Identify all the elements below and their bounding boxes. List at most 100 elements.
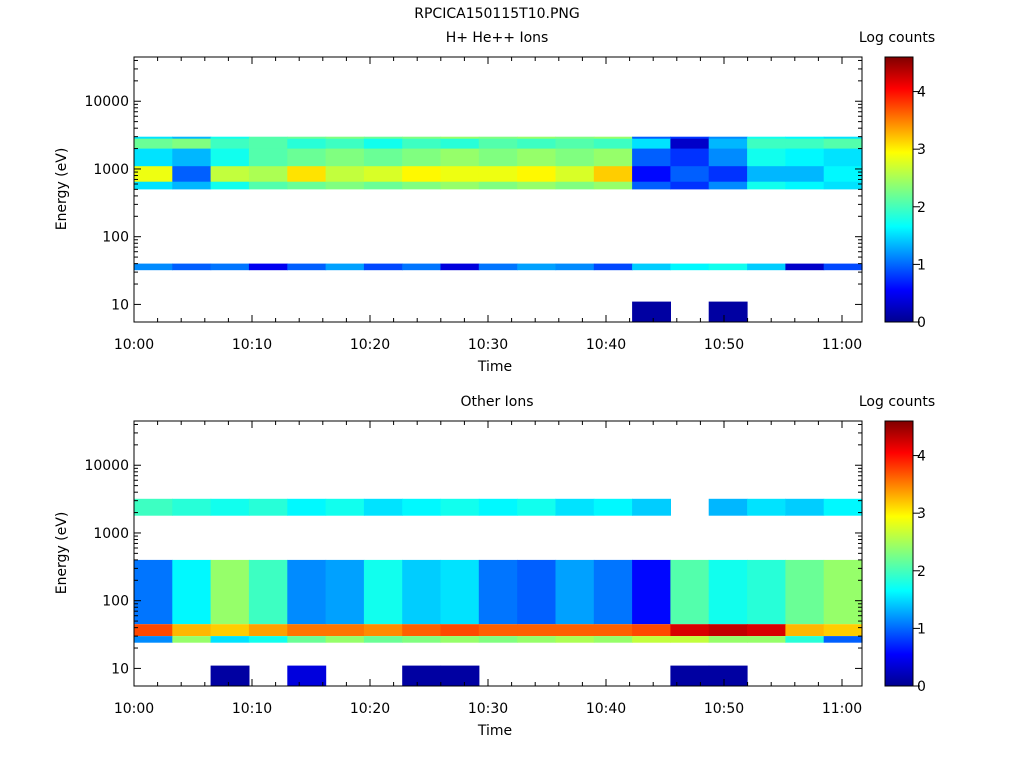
heatmap-cell (517, 138, 557, 149)
heatmap-cell (325, 624, 365, 637)
heatmap-cell (172, 166, 212, 182)
heatmap-cell (632, 138, 671, 149)
heatmap-cell (785, 138, 825, 149)
heatmap-cell (210, 636, 250, 643)
heatmap-cell (708, 263, 748, 271)
heatmap-cell (248, 138, 288, 149)
x-tick-label: 10:10 (232, 337, 272, 353)
heatmap-cell (708, 166, 748, 182)
heatmap-cell (670, 559, 710, 625)
x-tick-label: 11:00 (822, 701, 862, 717)
p1-colorbar-label: Log counts (859, 394, 935, 410)
heatmap-cell (632, 263, 671, 271)
heatmap-cell (440, 559, 480, 625)
heatmap-cell (823, 263, 863, 271)
heatmap-cell (632, 624, 671, 637)
heatmap-cell (478, 263, 518, 271)
heatmap-cell (172, 498, 212, 516)
heatmap-cell (402, 624, 442, 637)
heatmap-cell (402, 263, 442, 271)
heatmap-cell (593, 559, 633, 625)
heatmap-cell (402, 138, 442, 149)
p1-plot-frame (133, 420, 863, 687)
heatmap-cell (248, 559, 288, 625)
heatmap-cell (325, 138, 365, 149)
heatmap-cell (134, 138, 173, 149)
heatmap-cell (440, 636, 480, 643)
heatmap-cell (747, 166, 786, 182)
heatmap-cell (517, 166, 557, 182)
heatmap-cell (134, 263, 173, 271)
colorbar-tick-label: 4 (917, 85, 926, 101)
heatmap-cell (325, 498, 365, 516)
heatmap-cell (785, 636, 825, 643)
heatmap-cell (747, 624, 786, 637)
heatmap-cell (402, 636, 442, 643)
heatmap-cell (134, 498, 173, 516)
p1-title: Other Ions (460, 394, 533, 410)
heatmap-cell (363, 498, 403, 516)
colorbar-tick-label: 1 (917, 257, 926, 273)
heatmap-cell (478, 624, 518, 637)
heatmap-cell (478, 138, 518, 149)
p1-colorbar-ticks: 0 1 2 3 4 (913, 449, 926, 695)
heatmap-cell (248, 624, 288, 637)
heatmap-cell (555, 166, 595, 182)
heatmap-cell (402, 665, 442, 686)
heatmap-cell (402, 559, 442, 625)
x-tick-label: 10:50 (704, 337, 744, 353)
heatmap-cell (593, 138, 633, 149)
heatmap-cell (632, 559, 671, 625)
heatmap-cell (440, 263, 480, 271)
heatmap-cell (785, 166, 825, 182)
p1-heatmap-cells (134, 498, 863, 686)
heatmap-cell (325, 166, 365, 182)
heatmap-cell (747, 263, 786, 271)
heatmap-cell (708, 301, 748, 322)
heatmap-cell (287, 138, 327, 149)
y-tick-label: 1000 (93, 526, 129, 542)
heatmap-cell (555, 559, 595, 625)
heatmap-cell (785, 559, 825, 625)
heatmap-cell (708, 138, 748, 149)
heatmap-cell (172, 559, 212, 625)
heatmap-cell (287, 624, 327, 637)
p0-colorbar (884, 56, 914, 323)
heatmap-cell (478, 636, 518, 643)
p1-xlabel: Time (477, 723, 512, 739)
heatmap-cell (210, 624, 250, 637)
p1-colorbar (884, 420, 914, 687)
heatmap-cell (555, 498, 595, 516)
heatmap-cell (632, 498, 671, 516)
heatmap-cell (440, 665, 480, 686)
heatmap-cell (402, 166, 442, 182)
heatmap-cell (210, 138, 250, 149)
heatmap-cell (363, 624, 403, 637)
heatmap-cell (708, 665, 748, 686)
x-tick-label: 10:40 (586, 337, 626, 353)
heatmap-cell (287, 263, 327, 271)
heatmap-cell (325, 559, 365, 625)
y-tick-label: 10 (111, 661, 129, 677)
heatmap-cell (670, 166, 710, 182)
heatmap-cell (248, 636, 288, 643)
p0-colorbar-label: Log counts (859, 30, 935, 46)
heatmap-cell (325, 263, 365, 271)
x-tick-label: 10:30 (468, 337, 508, 353)
heatmap-cell (363, 138, 403, 149)
p0-colorbar-ticks: 0 1 2 3 4 (913, 85, 926, 331)
heatmap-cell (210, 559, 250, 625)
heatmap-cell (823, 636, 863, 643)
p1-ylabel: Energy (eV) (54, 512, 70, 595)
heatmap-cell (172, 138, 212, 149)
y-tick-label: 10000 (84, 94, 129, 110)
p0-xlabel: Time (477, 359, 512, 375)
heatmap-cell (363, 166, 403, 182)
y-tick-label: 100 (102, 594, 129, 610)
x-tick-label: 10:10 (232, 701, 272, 717)
heatmap-cell (632, 301, 671, 322)
heatmap-cell (402, 498, 442, 516)
